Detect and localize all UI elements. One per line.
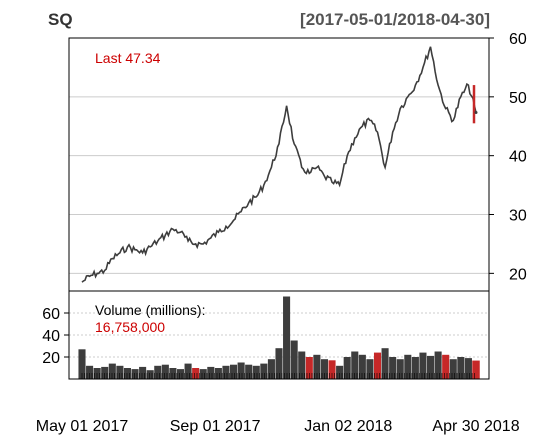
volume-bar bbox=[275, 348, 283, 379]
volume-bar bbox=[108, 363, 116, 379]
price-last-point bbox=[474, 110, 478, 114]
price-tick-label: 40 bbox=[509, 149, 527, 166]
volume-bar bbox=[283, 296, 291, 379]
volume-bar bbox=[214, 368, 222, 379]
volume-bar bbox=[78, 349, 86, 379]
volume-bar bbox=[442, 354, 450, 379]
volume-bar bbox=[298, 351, 306, 379]
volume-bar bbox=[396, 359, 404, 379]
volume-bar bbox=[184, 363, 192, 379]
volume-bar bbox=[411, 357, 419, 379]
volume-last-value: 16,758,000 bbox=[95, 319, 165, 335]
volume-bar bbox=[358, 354, 366, 379]
volume-title: Volume (millions): bbox=[95, 302, 205, 318]
volume-bar bbox=[101, 366, 109, 379]
volume-bar bbox=[290, 340, 298, 379]
volume-bar bbox=[305, 357, 313, 379]
volume-bar bbox=[427, 355, 435, 379]
volume-bar bbox=[434, 351, 442, 379]
volume-bar bbox=[464, 358, 472, 379]
volume-bar bbox=[267, 359, 275, 379]
price-tick-label: 20 bbox=[509, 266, 527, 283]
volume-bar bbox=[260, 363, 268, 379]
volume-bar bbox=[313, 354, 321, 379]
volume-bar bbox=[86, 365, 94, 379]
volume-bar bbox=[116, 365, 124, 379]
x-tick-label: Apr 30 2018 bbox=[432, 418, 519, 435]
x-tick-label: May 01 2017 bbox=[36, 418, 129, 435]
volume-bar bbox=[222, 365, 230, 379]
chart-date-range: [2017-05-01/2018-04-30] bbox=[300, 10, 490, 29]
volume-tick-label: 40 bbox=[42, 328, 60, 345]
volume-bar bbox=[472, 360, 480, 379]
volume-bar bbox=[320, 359, 328, 379]
volume-tick-label: 20 bbox=[42, 350, 60, 367]
volume-bar bbox=[176, 369, 185, 379]
volume-bar bbox=[389, 357, 397, 379]
volume-bar bbox=[192, 368, 200, 379]
volume-bar bbox=[419, 352, 427, 379]
volume-bar bbox=[336, 365, 344, 379]
volume-bar bbox=[139, 366, 147, 379]
volume-bar bbox=[161, 364, 169, 379]
volume-bar bbox=[252, 365, 260, 379]
x-tick-label: Sep 01 2017 bbox=[170, 418, 261, 435]
volume-bars bbox=[69, 296, 489, 380]
volume-bar bbox=[449, 359, 457, 379]
price-tick-label: 60 bbox=[509, 31, 527, 48]
volume-bar bbox=[146, 370, 154, 379]
last-price-label: Last 47.34 bbox=[95, 50, 161, 66]
volume-bar bbox=[373, 352, 382, 379]
volume-bar bbox=[404, 354, 412, 379]
volume-bar bbox=[230, 364, 238, 379]
volume-bar bbox=[123, 368, 131, 379]
volume-bar bbox=[237, 362, 245, 379]
volume-bar bbox=[131, 369, 139, 379]
volume-axis: 20 40 60 bbox=[42, 306, 69, 367]
price-tick-label: 30 bbox=[509, 208, 527, 225]
price-series bbox=[81, 46, 478, 283]
volume-bar bbox=[154, 365, 162, 379]
volume-bar bbox=[207, 366, 215, 379]
volume-bar bbox=[381, 348, 389, 379]
volume-bar bbox=[328, 360, 336, 379]
chart-title: SQ bbox=[48, 10, 73, 29]
volume-bar bbox=[245, 364, 253, 379]
volume-bar bbox=[169, 368, 177, 379]
price-line bbox=[81, 46, 477, 283]
volume-tick-label: 60 bbox=[42, 306, 60, 323]
price-axis: 20 30 40 50 60 bbox=[489, 31, 527, 283]
volume-bar bbox=[366, 359, 374, 379]
volume-bar bbox=[199, 369, 207, 379]
x-tick-label: Jan 02 2018 bbox=[304, 418, 392, 435]
volume-bar bbox=[351, 351, 359, 379]
volume-bar bbox=[343, 357, 351, 379]
price-tick-label: 50 bbox=[509, 90, 527, 107]
volume-bar bbox=[457, 357, 465, 379]
x-axis: May 01 2017 Sep 01 2017 Jan 02 2018 Apr 30 … bbox=[36, 418, 520, 435]
price-grid bbox=[69, 37, 489, 274]
